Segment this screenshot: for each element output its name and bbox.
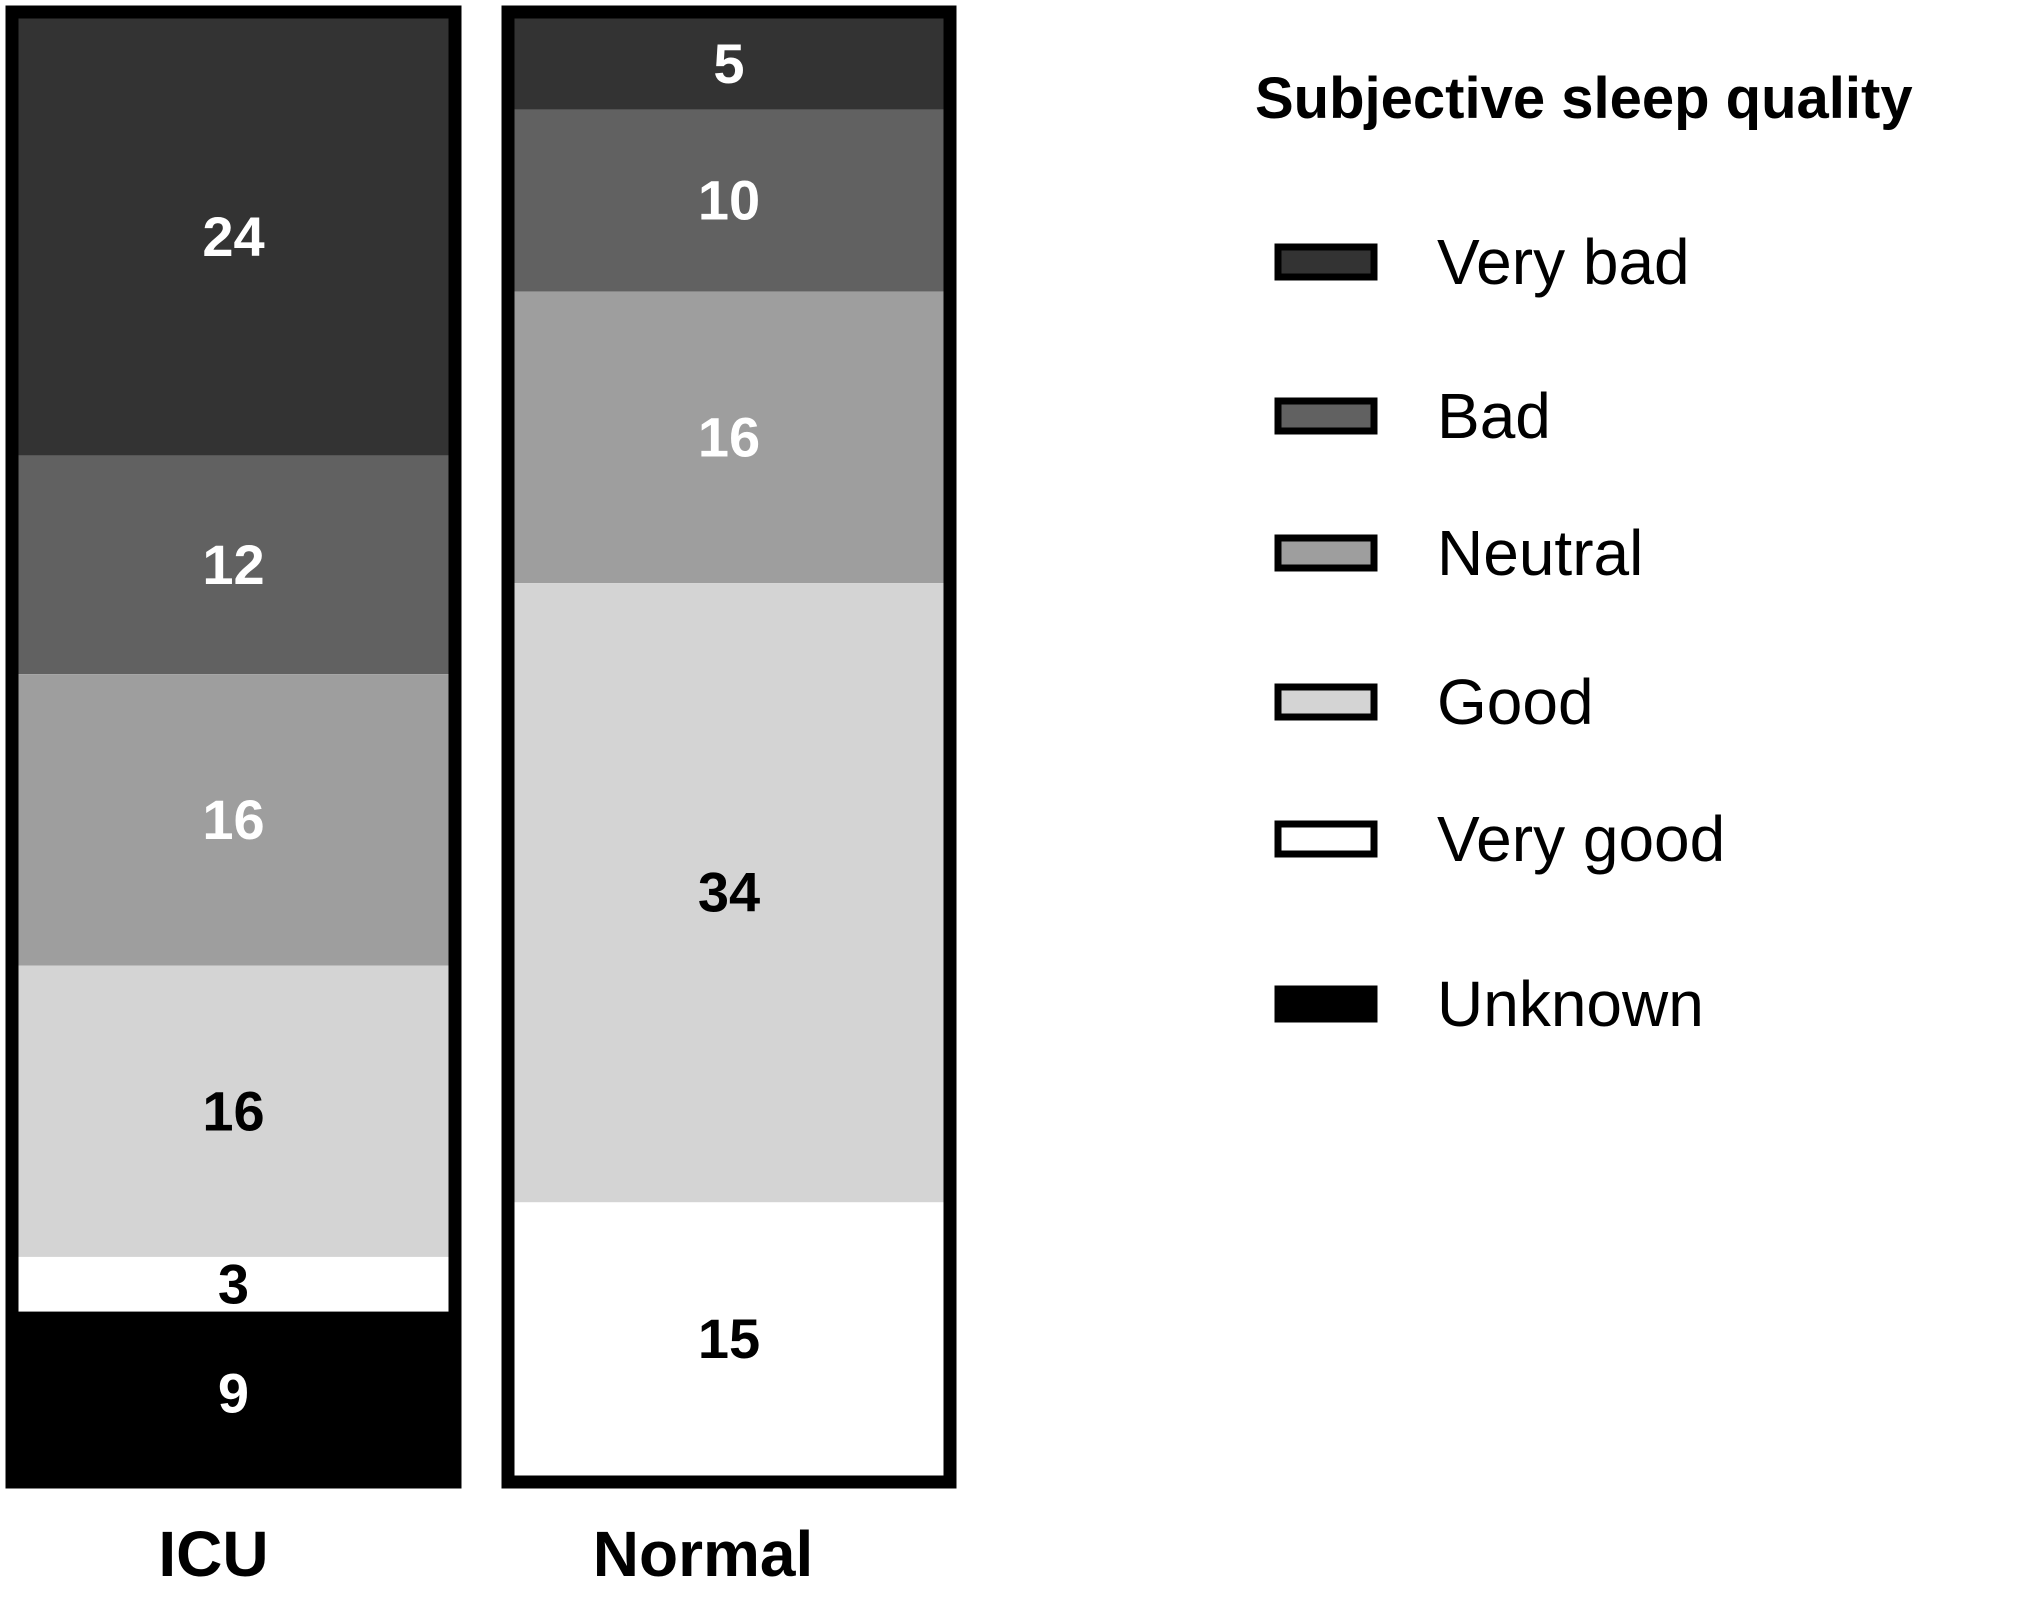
bar-segment-icu-bad [12, 455, 455, 675]
data-label-icu-unknown: 9 [218, 1362, 249, 1425]
bar-segment-icu-very-bad [12, 18, 455, 456]
legend-title: Subjective sleep quality [1255, 66, 1913, 131]
bar-segment-icu-unknown [12, 1311, 455, 1476]
category-labels: ICU Normal [158, 1518, 813, 1590]
data-label-icu-very-bad: 24 [202, 205, 264, 268]
bar-segment-icu-very-good [12, 1256, 455, 1312]
bar-segment-normal-very-bad [508, 18, 950, 110]
legend-swatch-neutral [1274, 534, 1378, 572]
data-label-normal-good: 34 [698, 861, 760, 924]
data-label-normal-very-good: 15 [698, 1307, 760, 1370]
bar-segment-icu-good [12, 965, 455, 1257]
legend-label-very-good: Very good [1437, 803, 1725, 875]
bar-segment-normal-good [508, 583, 950, 1203]
bar-segment-normal-neutral [508, 291, 950, 584]
data-label-icu-good: 16 [202, 1079, 264, 1142]
legend-swatch-very-bad [1274, 243, 1378, 281]
legend-swatch-very-good [1274, 820, 1378, 858]
legend-swatch-good [1274, 683, 1378, 721]
bar-segment-normal-bad [508, 109, 950, 292]
category-label-icu: ICU [158, 1518, 268, 1590]
legend: Subjective sleep quality Very bad Bad Neut… [1255, 66, 1913, 1040]
bar-outline-icu [5, 5, 462, 1489]
legend-label-very-bad: Very bad [1437, 226, 1690, 298]
category-label-normal: Normal [593, 1518, 814, 1590]
legend-label-good: Good [1437, 666, 1594, 738]
legend-swatch-bad [1274, 397, 1378, 435]
bar-segment-normal-very-good [508, 1202, 950, 1476]
legend-label-unknown: Unknown [1437, 968, 1704, 1040]
data-label-normal-bad: 10 [698, 169, 760, 232]
legend-label-neutral: Neutral [1437, 517, 1643, 589]
data-label-normal-very-bad: 5 [713, 32, 744, 95]
bar-outline-normal [501, 5, 957, 1489]
data-label-icu-bad: 12 [202, 533, 264, 596]
data-label-icu-very-good: 3 [218, 1252, 249, 1315]
legend-label-bad: Bad [1437, 380, 1551, 452]
legend-swatch-unknown [1274, 985, 1378, 1023]
data-label-icu-neutral: 16 [202, 788, 264, 851]
bars-group: 24 12 16 16 3 9 5 10 16 34 15 [5, 5, 957, 1489]
data-label-normal-neutral: 16 [698, 405, 760, 468]
bar-segment-icu-neutral [12, 674, 455, 966]
